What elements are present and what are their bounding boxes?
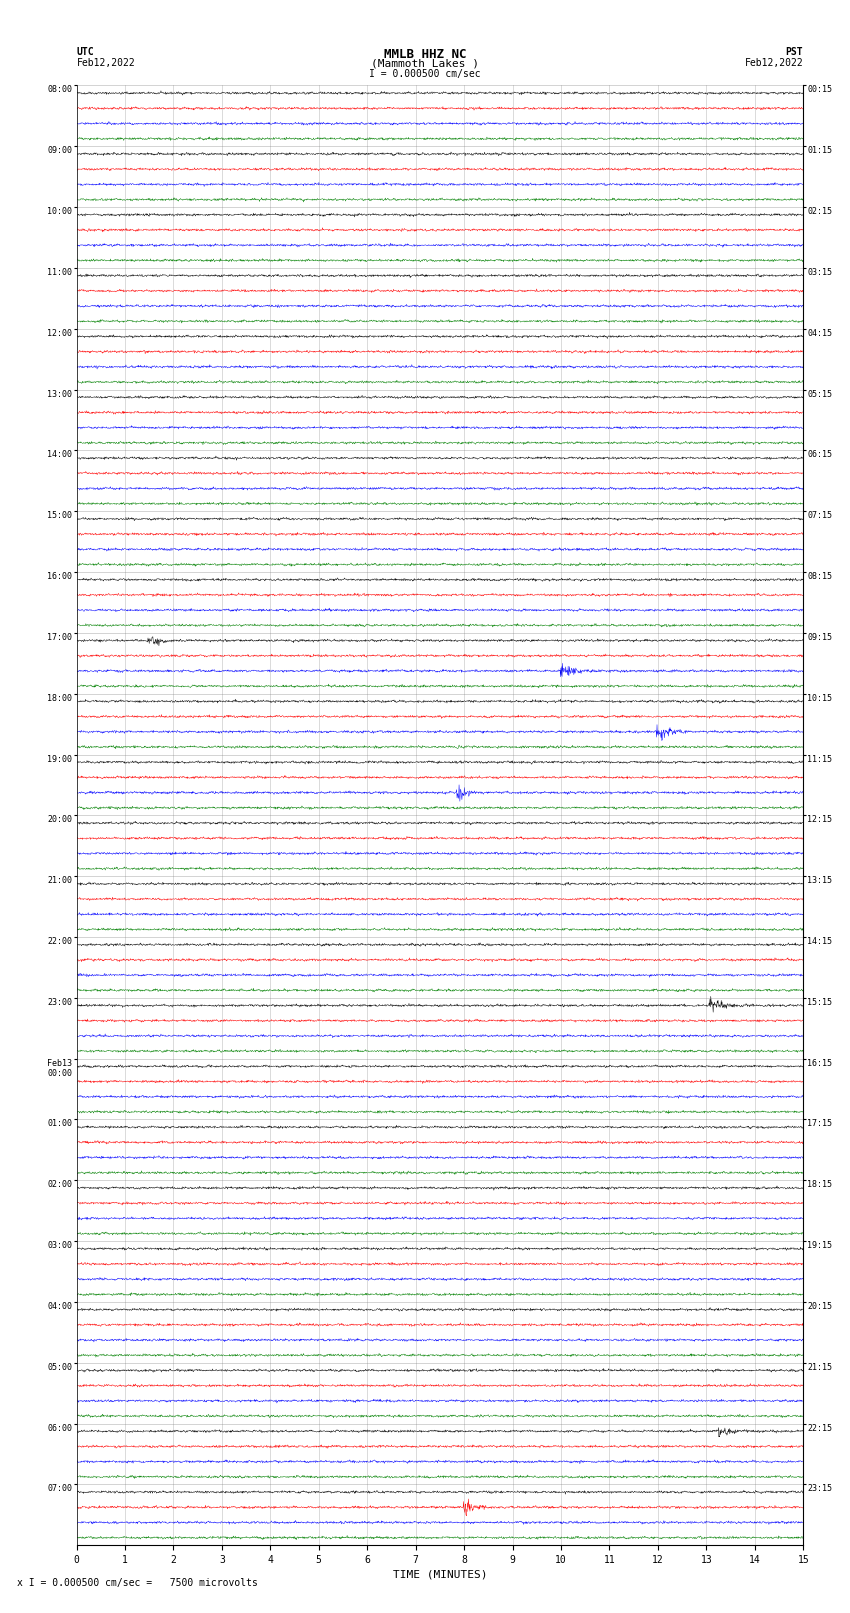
Text: I = 0.000500 cm/sec: I = 0.000500 cm/sec [369, 69, 481, 79]
Text: PST: PST [785, 47, 803, 56]
Text: Feb12,2022: Feb12,2022 [745, 58, 803, 68]
X-axis label: TIME (MINUTES): TIME (MINUTES) [393, 1569, 487, 1579]
Text: MMLB HHZ NC: MMLB HHZ NC [383, 47, 467, 61]
Text: (Mammoth Lakes ): (Mammoth Lakes ) [371, 58, 479, 68]
Text: Feb12,2022: Feb12,2022 [76, 58, 135, 68]
Text: UTC: UTC [76, 47, 94, 56]
Text: x I = 0.000500 cm/sec =   7500 microvolts: x I = 0.000500 cm/sec = 7500 microvolts [17, 1578, 258, 1587]
